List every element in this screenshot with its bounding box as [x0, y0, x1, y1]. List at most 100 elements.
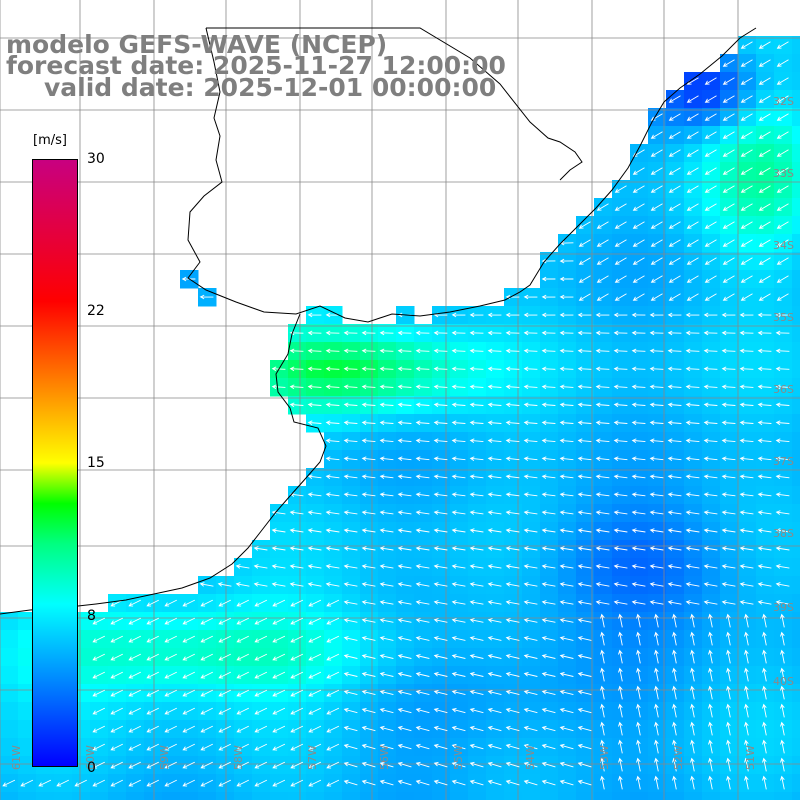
wind-arrow [379, 582, 394, 587]
wind-arrow [272, 653, 286, 661]
wind-arrow [164, 635, 178, 643]
wind-arrow [649, 600, 664, 605]
wind-arrow [469, 492, 484, 497]
wind-arrow [650, 257, 663, 265]
wind-arrow [613, 528, 628, 533]
wind-arrow [523, 600, 538, 605]
wind-arrow [757, 366, 772, 372]
wind-arrow [182, 671, 196, 679]
wind-arrow [762, 739, 767, 754]
wind-arrow [415, 474, 430, 479]
wind-arrow [578, 275, 591, 283]
wind-arrow [708, 757, 713, 772]
wind-arrow [685, 492, 700, 497]
wind-arrow [182, 599, 196, 607]
wind-arrow [253, 546, 268, 551]
wind-arrow [290, 635, 304, 643]
wind-arrow [559, 366, 574, 372]
wind-arrow [577, 312, 592, 318]
wind-arrow [632, 257, 645, 265]
wind-arrow [217, 582, 232, 587]
wind-arrow [415, 725, 430, 732]
wind-arrow [686, 167, 699, 175]
wind-arrow [541, 474, 556, 479]
wind-arrow [690, 703, 695, 718]
wind-arrow [559, 546, 574, 551]
wind-arrow [757, 564, 772, 569]
wind-arrow [361, 618, 376, 623]
wind-arrow [451, 312, 466, 318]
wind-arrow [379, 743, 394, 750]
wind-arrow [722, 113, 735, 121]
wind-arrow [325, 384, 340, 390]
wind-arrow [704, 149, 717, 157]
wind-arrow [618, 649, 623, 664]
wind-arrow [757, 456, 772, 461]
wind-arrow [559, 689, 574, 696]
wind-arrow [667, 420, 682, 426]
wind-arrow [722, 239, 735, 247]
wind-arrow [182, 779, 196, 787]
wind-arrow [649, 456, 664, 461]
wind-arrow [128, 599, 142, 607]
map-title-model: modelo GEFS-WAVE (NCEP) [6, 30, 388, 59]
wind-arrow [686, 257, 699, 265]
wind-arrow [758, 41, 771, 49]
wind-arrow [128, 635, 142, 643]
wind-arrow [236, 761, 250, 769]
wind-arrow [577, 582, 592, 587]
longitude-label: 51W [744, 745, 757, 770]
wind-arrow [523, 294, 538, 300]
wind-arrow [614, 257, 627, 265]
wind-arrow [758, 131, 771, 139]
wind-arrow [780, 631, 785, 646]
wind-arrow [307, 510, 322, 515]
wind-speed-cell [792, 306, 800, 325]
wind-arrow [758, 203, 771, 211]
wind-arrow [780, 613, 785, 628]
wind-arrow [361, 743, 376, 750]
map-title-forecast-date: forecast date: 2025-11-27 12:00:00 [6, 51, 506, 80]
wind-arrow [776, 167, 789, 175]
wind-arrow [451, 528, 466, 533]
wind-arrow [469, 671, 484, 677]
wind-arrow [595, 366, 610, 372]
wind-arrow [559, 420, 574, 426]
wind-arrow [397, 689, 412, 696]
wind-arrow [236, 653, 250, 661]
wind-arrow [505, 528, 520, 533]
wind-arrow [577, 420, 592, 426]
wind-arrow [505, 564, 520, 569]
wind-arrow [343, 384, 358, 390]
wind-arrow [505, 366, 520, 372]
wind-arrow [92, 743, 106, 751]
wind-arrow [379, 438, 394, 443]
wind-arrow [415, 366, 430, 372]
wind-arrow [487, 671, 502, 677]
wind-arrow [469, 456, 484, 461]
wind-arrow [199, 294, 214, 300]
wind-arrow [308, 725, 322, 733]
longitude-label: 58W [232, 745, 245, 770]
colorbar [32, 159, 78, 767]
wind-arrow [290, 671, 304, 679]
wind-arrow [128, 689, 142, 697]
wind-arrow [672, 613, 677, 628]
wind-arrow [308, 761, 322, 769]
wind-arrow [379, 456, 394, 461]
wind-arrow [613, 456, 628, 461]
wind-arrow [559, 312, 574, 318]
wind-speed-cell [360, 792, 379, 800]
wind-arrow [618, 757, 623, 772]
wind-arrow [667, 438, 682, 443]
wind-arrow [776, 113, 789, 121]
wind-arrow [559, 294, 574, 300]
wind-arrow [505, 438, 520, 443]
wind-arrow [487, 761, 502, 768]
wind-arrow [469, 636, 484, 641]
wind-arrow [361, 528, 376, 533]
wind-speed-cell [792, 234, 800, 253]
latitude-label: 33S [773, 167, 794, 180]
wind-arrow [254, 725, 268, 733]
